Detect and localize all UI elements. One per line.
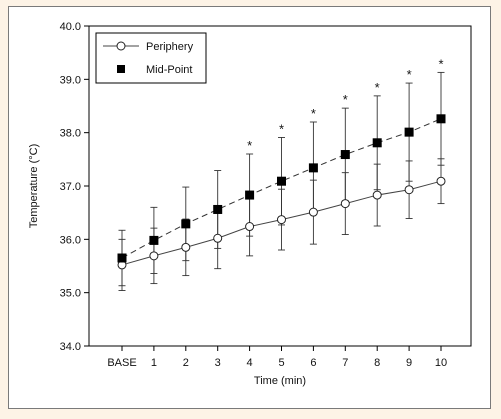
legend-label-periphery: Periphery xyxy=(146,41,194,53)
y-tick-label: 38.0 xyxy=(60,128,81,140)
data-point-midpoint xyxy=(117,253,127,263)
data-point-midpoint xyxy=(404,127,414,137)
significance-marker: * xyxy=(375,80,380,95)
data-point-periphery xyxy=(340,199,350,209)
x-tick-label: 4 xyxy=(247,357,253,369)
temperature-chart: 34.0 35.0 36.0 37.0 38.0 39.0 40.0 BASE 1 2 3 4 5 6 7 8… xyxy=(28,21,472,387)
legend xyxy=(95,32,207,84)
data-point-periphery xyxy=(245,222,255,232)
x-tick-label: 5 xyxy=(278,357,284,369)
data-point-periphery xyxy=(181,242,191,252)
data-point-midpoint xyxy=(245,190,255,200)
x-tick-label: 1 xyxy=(151,357,157,369)
significance-marker: * xyxy=(247,138,252,153)
x-tick-label: 3 xyxy=(215,357,221,369)
significance-marker: * xyxy=(311,106,316,121)
x-tick-label: BASE xyxy=(107,357,136,369)
legend-marker-midpoint xyxy=(117,65,125,73)
figure-frame: 34.0 35.0 36.0 37.0 38.0 39.0 40.0 BASE 1 2 3 4 5 6 7 8… xyxy=(8,6,491,409)
x-tick-label: 7 xyxy=(342,357,348,369)
significance-marker: * xyxy=(407,67,412,82)
legend-label-midpoint: Mid-Point xyxy=(146,64,192,76)
data-point-periphery xyxy=(308,207,318,217)
data-point-midpoint xyxy=(372,138,382,148)
y-tick-label: 39.0 xyxy=(60,74,81,86)
data-point-midpoint xyxy=(308,163,318,173)
x-tick-label: 6 xyxy=(310,357,316,369)
x-tick-label: 2 xyxy=(183,357,189,369)
series-line-midpoint xyxy=(121,118,442,259)
x-tick-label: 10 xyxy=(435,357,447,369)
data-point-periphery xyxy=(149,251,159,261)
legend-marker-periphery xyxy=(116,41,126,51)
x-axis-title: Time (min) xyxy=(254,375,306,387)
y-tick-label: 37.0 xyxy=(60,181,81,193)
data-point-periphery xyxy=(277,215,286,225)
data-point-midpoint xyxy=(277,176,286,186)
x-tick-label: 8 xyxy=(374,357,380,369)
data-point-periphery xyxy=(372,190,382,200)
significance-marker: * xyxy=(343,92,348,107)
y-tick-label: 36.0 xyxy=(60,234,81,246)
y-axis-title: Temperature (°C) xyxy=(28,144,40,228)
data-point-midpoint xyxy=(181,219,191,229)
data-point-periphery xyxy=(213,233,223,243)
significance-marker: * xyxy=(279,121,284,136)
data-point-periphery xyxy=(404,185,414,195)
significance-marker: * xyxy=(438,56,443,71)
x-tick-label: 9 xyxy=(406,357,412,369)
data-point-midpoint xyxy=(436,114,446,124)
y-tick-label: 40.0 xyxy=(60,21,81,33)
data-point-periphery xyxy=(436,176,446,186)
data-point-midpoint xyxy=(213,204,223,214)
y-tick-label: 34.0 xyxy=(60,341,81,353)
y-tick-label: 35.0 xyxy=(60,288,81,300)
data-point-midpoint xyxy=(149,235,159,245)
data-point-midpoint xyxy=(340,150,350,160)
